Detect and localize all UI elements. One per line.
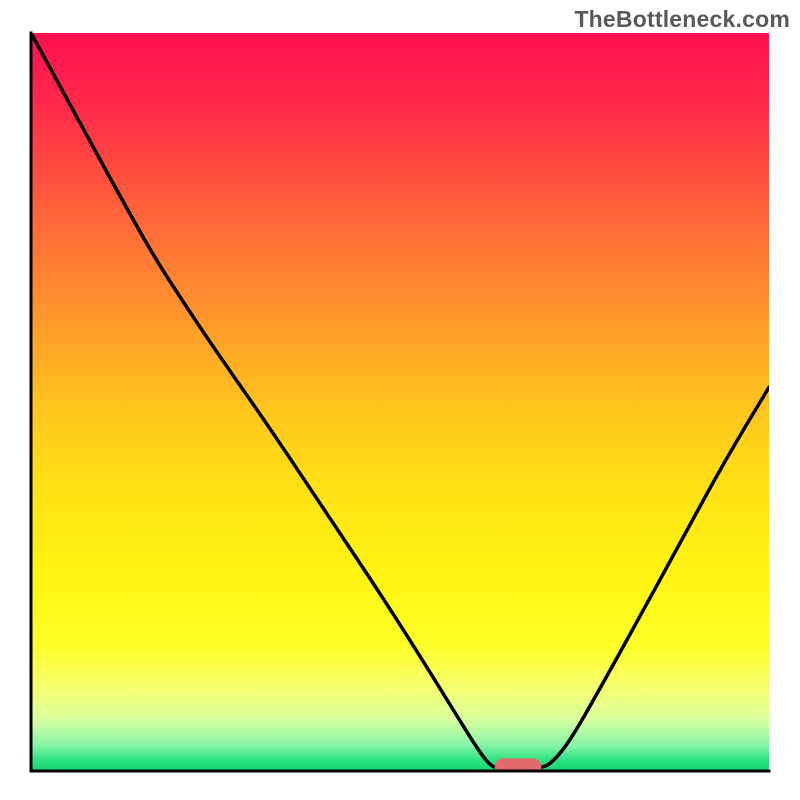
bottleneck-chart — [0, 0, 800, 800]
gradient-background — [31, 33, 769, 771]
chart-container: TheBottleneck.com — [0, 0, 800, 800]
watermark-text: TheBottleneck.com — [574, 6, 790, 33]
optimal-point-marker — [495, 759, 541, 775]
